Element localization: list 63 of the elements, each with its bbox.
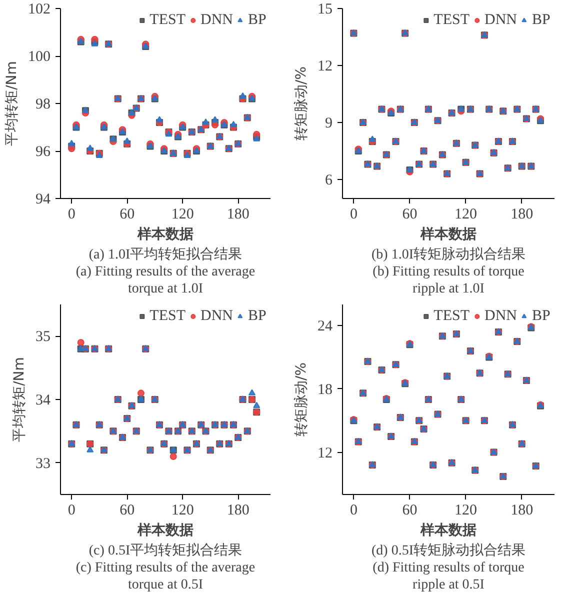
- text: ripple at 0.5I: [412, 578, 485, 592]
- y-axis-title: 平均转矩/Nm: [12, 357, 28, 442]
- y-axis-title: 平均转矩/Nm: [4, 61, 20, 146]
- y-tick-label: 102: [28, 2, 50, 18]
- x-axis-title: 样本数据: [420, 522, 476, 538]
- legend-label: BP: [248, 308, 268, 324]
- y-tick-label: 12: [318, 445, 332, 462]
- legend-label: BP: [248, 12, 268, 28]
- legend-label: TEST: [434, 308, 470, 324]
- text: (a) Fitting results of the average: [76, 264, 256, 280]
- legend-label: TEST: [434, 12, 470, 28]
- legend-label: DNN: [200, 308, 233, 324]
- x-tick-label: 120: [454, 206, 478, 222]
- x-tick-label: 180: [226, 502, 250, 518]
- y-tick-label: 12: [318, 58, 332, 74]
- legend-label: DNN: [200, 12, 233, 28]
- y-tick-label: 33: [36, 456, 50, 472]
- y-tick-label: 34: [36, 392, 51, 408]
- legend-label: TEST: [150, 308, 186, 324]
- x-tick-label: 60: [120, 206, 135, 222]
- y-tick-label: 35: [36, 329, 50, 346]
- x-tick-label: 0: [350, 206, 358, 222]
- y-tick-label: 94: [36, 192, 51, 208]
- x-axis-title: 样本数据: [420, 226, 476, 242]
- text: torque at 0.5I: [128, 578, 204, 592]
- x-tick-label: 60: [402, 206, 418, 222]
- x-tick-label: 120: [171, 502, 194, 518]
- legend-label: DNN: [484, 12, 517, 28]
- x-tick-label: 120: [454, 502, 478, 518]
- text: torque at 1.0I: [128, 282, 204, 296]
- text: (d) Fitting results of torque: [372, 560, 524, 576]
- x-tick-label: 0: [68, 206, 76, 222]
- x-tick-label: 60: [402, 502, 418, 518]
- x-axis-title: 样本数据: [136, 226, 194, 242]
- y-tick-label: 6: [325, 172, 333, 188]
- text: (d) 0.5I转矩脉动拟合结果: [372, 542, 526, 558]
- text: (c) Fitting results of the average: [76, 560, 256, 576]
- legend-label: BP: [532, 308, 552, 324]
- text: (a) 1.0I平均转矩拟合结果: [88, 246, 242, 262]
- text: (c) 0.5I平均转矩拟合结果: [88, 542, 242, 558]
- y-tick-label: 100: [28, 49, 50, 65]
- y-tick-label: 96: [36, 144, 51, 160]
- x-tick-label: 0: [68, 502, 76, 518]
- text: ripple at 1.0I: [412, 282, 485, 296]
- x-tick-label: 180: [510, 206, 534, 222]
- y-axis-title: 转矩脉动/%: [294, 362, 310, 437]
- x-axis-title: 样本数据: [136, 522, 194, 538]
- legend-label: TEST: [150, 12, 186, 28]
- x-tick-label: 0: [350, 502, 358, 518]
- x-tick-label: 180: [226, 206, 250, 222]
- legend-label: DNN: [484, 308, 517, 324]
- y-tick-label: 18: [318, 382, 332, 398]
- legend-label: BP: [532, 12, 552, 28]
- y-axis-title: 转矩脉动/%: [294, 66, 310, 141]
- text: (b) 1.0I转矩脉动拟合结果: [372, 246, 526, 262]
- x-tick-label: 60: [120, 502, 135, 518]
- y-tick-label: 15: [318, 2, 332, 18]
- y-tick-label: 9: [325, 116, 332, 132]
- y-tick-label: 98: [36, 96, 50, 112]
- x-tick-label: 180: [510, 502, 534, 518]
- x-tick-label: 120: [171, 206, 194, 222]
- y-tick-label: 24: [318, 318, 333, 335]
- text: (b) Fitting results of torque: [372, 264, 524, 280]
